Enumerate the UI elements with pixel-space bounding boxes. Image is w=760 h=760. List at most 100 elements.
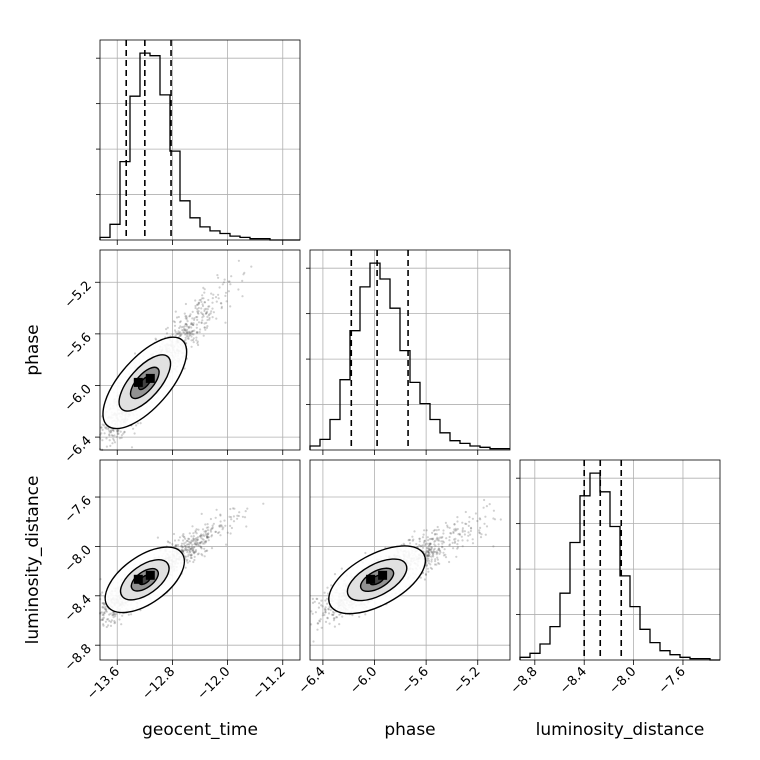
sample-point <box>196 310 199 313</box>
sample-point <box>211 527 214 530</box>
sample-point <box>202 533 205 536</box>
sample-point <box>423 540 426 543</box>
sample-point <box>200 546 203 549</box>
sample-point <box>123 431 126 434</box>
sample-point <box>201 304 205 308</box>
sample-point <box>103 606 106 609</box>
sample-point <box>476 519 479 523</box>
sample-point <box>173 329 177 332</box>
sample-point <box>426 557 429 560</box>
sample-point <box>188 332 191 335</box>
sample-point <box>324 608 327 611</box>
sample-point <box>190 556 193 560</box>
sample-point <box>190 539 193 542</box>
sample-point <box>197 321 201 324</box>
sample-point <box>186 551 189 554</box>
sample-point <box>470 527 473 530</box>
sample-point <box>316 628 319 631</box>
sample-point <box>464 510 467 514</box>
sample-point <box>103 611 106 614</box>
sample-point <box>201 534 204 537</box>
sample-point <box>311 601 315 605</box>
sample-point <box>204 540 207 543</box>
sample-point <box>111 614 114 617</box>
sample-point <box>190 345 193 348</box>
sample-point <box>114 615 117 618</box>
sample-point <box>220 524 223 527</box>
sample-point <box>166 540 169 543</box>
sample-point <box>191 549 194 552</box>
sample-point <box>133 432 136 435</box>
sample-point <box>122 432 125 435</box>
sample-point <box>207 314 210 317</box>
sample-point <box>175 332 178 335</box>
sample-point <box>320 604 323 607</box>
sample-point <box>193 317 196 320</box>
sample-point <box>428 542 431 546</box>
sample-point <box>316 622 319 625</box>
sample-point <box>189 333 192 336</box>
sample-point <box>192 551 195 554</box>
sample-point <box>351 614 354 617</box>
sample-point <box>230 518 233 521</box>
sample-point <box>335 616 339 619</box>
sample-point <box>448 544 451 547</box>
sample-point <box>423 539 426 542</box>
sample-point <box>218 524 221 528</box>
sample-point <box>322 612 325 615</box>
sample-point <box>182 549 185 553</box>
sample-point <box>433 540 436 543</box>
sample-point <box>439 536 442 539</box>
sample-point <box>184 315 187 318</box>
sample-point <box>191 333 194 336</box>
sample-point <box>425 563 428 567</box>
sample-point <box>182 533 185 536</box>
sample-point <box>192 333 195 336</box>
sample-point <box>242 273 245 276</box>
sample-point <box>230 275 233 278</box>
sample-point <box>196 536 200 539</box>
panel-frame <box>99 249 301 451</box>
sample-point <box>435 551 438 554</box>
sample-point <box>191 525 194 528</box>
sample-point <box>429 548 432 551</box>
sample-point <box>444 553 447 556</box>
sample-point <box>461 545 464 548</box>
sample-point <box>201 297 204 300</box>
sample-point <box>196 303 199 306</box>
sample-point <box>203 555 206 558</box>
sample-point <box>338 613 341 616</box>
sample-point <box>461 530 464 533</box>
sample-point <box>456 516 459 519</box>
sample-point <box>195 532 198 535</box>
sample-point <box>107 618 110 621</box>
sample-point <box>328 605 331 609</box>
sample-point <box>217 276 220 279</box>
sample-point <box>104 608 107 611</box>
sample-point <box>110 434 113 437</box>
sample-point <box>429 542 432 545</box>
sample-point <box>196 311 199 314</box>
sample-point <box>411 539 414 542</box>
x-tick-label: −8.4 <box>557 664 590 697</box>
sample-point <box>229 507 232 511</box>
sample-point <box>421 536 425 539</box>
sample-point <box>190 540 193 543</box>
sample-point <box>441 542 444 545</box>
sample-point <box>120 623 123 626</box>
sample-point <box>466 539 469 542</box>
sample-point <box>237 514 240 518</box>
sample-point <box>427 554 430 557</box>
sample-point <box>188 543 191 546</box>
sample-point <box>430 551 433 554</box>
sample-point <box>218 531 221 534</box>
sample-point <box>189 547 193 550</box>
sample-point <box>425 554 428 557</box>
sample-point <box>418 540 421 543</box>
sample-point <box>101 602 104 605</box>
sample-point <box>435 537 438 541</box>
sample-point <box>193 558 196 562</box>
sample-point <box>190 339 193 342</box>
sample-point <box>207 536 210 539</box>
sample-point <box>203 309 206 313</box>
